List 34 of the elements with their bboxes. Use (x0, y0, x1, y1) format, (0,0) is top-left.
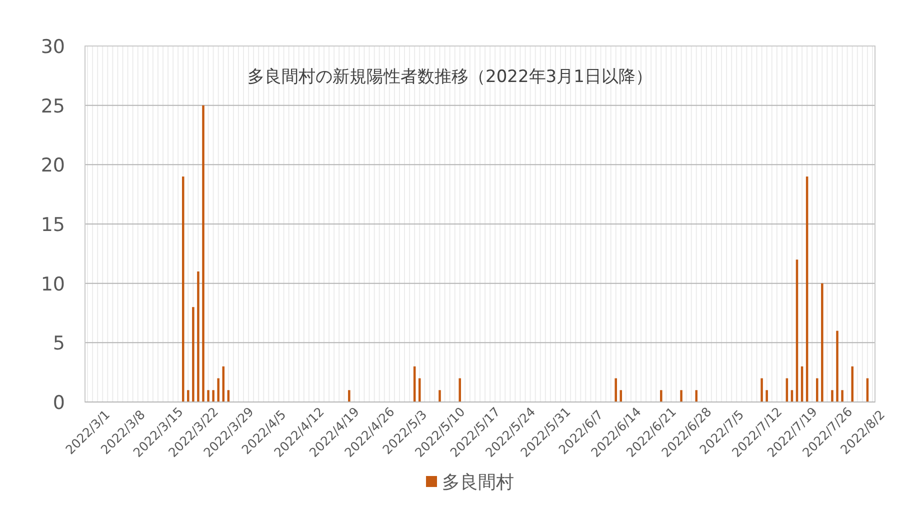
bar (222, 366, 225, 402)
legend-label: 多良間村 (442, 472, 514, 493)
bar (197, 271, 200, 402)
bar (816, 378, 818, 402)
bar (212, 390, 214, 402)
y-tick-label: 30 (40, 36, 65, 58)
y-tick-label: 20 (40, 154, 65, 177)
bar (821, 283, 824, 402)
bar (202, 105, 204, 402)
bar (760, 378, 763, 402)
text: 多良間村の新規陽性者数推移（2022年3月1日以降） (248, 67, 652, 87)
bar (831, 390, 834, 402)
y-tick-label: 5 (52, 332, 65, 355)
bar (217, 378, 220, 402)
bar (766, 390, 768, 402)
bar (187, 390, 190, 402)
bar (851, 366, 854, 402)
y-tick-label: 10 (40, 273, 65, 296)
bar (614, 378, 617, 402)
bar (695, 390, 698, 402)
bar (660, 390, 662, 402)
y-tick-label: 15 (40, 214, 65, 236)
bar (182, 176, 184, 402)
bar (348, 390, 350, 402)
y-tick-label: 0 (52, 392, 65, 414)
bar (192, 307, 194, 402)
bar (836, 330, 838, 402)
bar (841, 390, 844, 402)
bar (418, 378, 421, 402)
y-tick-label: 25 (40, 95, 65, 118)
bar (207, 390, 210, 402)
bar (680, 390, 682, 402)
bar (438, 390, 441, 402)
bar (458, 378, 462, 402)
